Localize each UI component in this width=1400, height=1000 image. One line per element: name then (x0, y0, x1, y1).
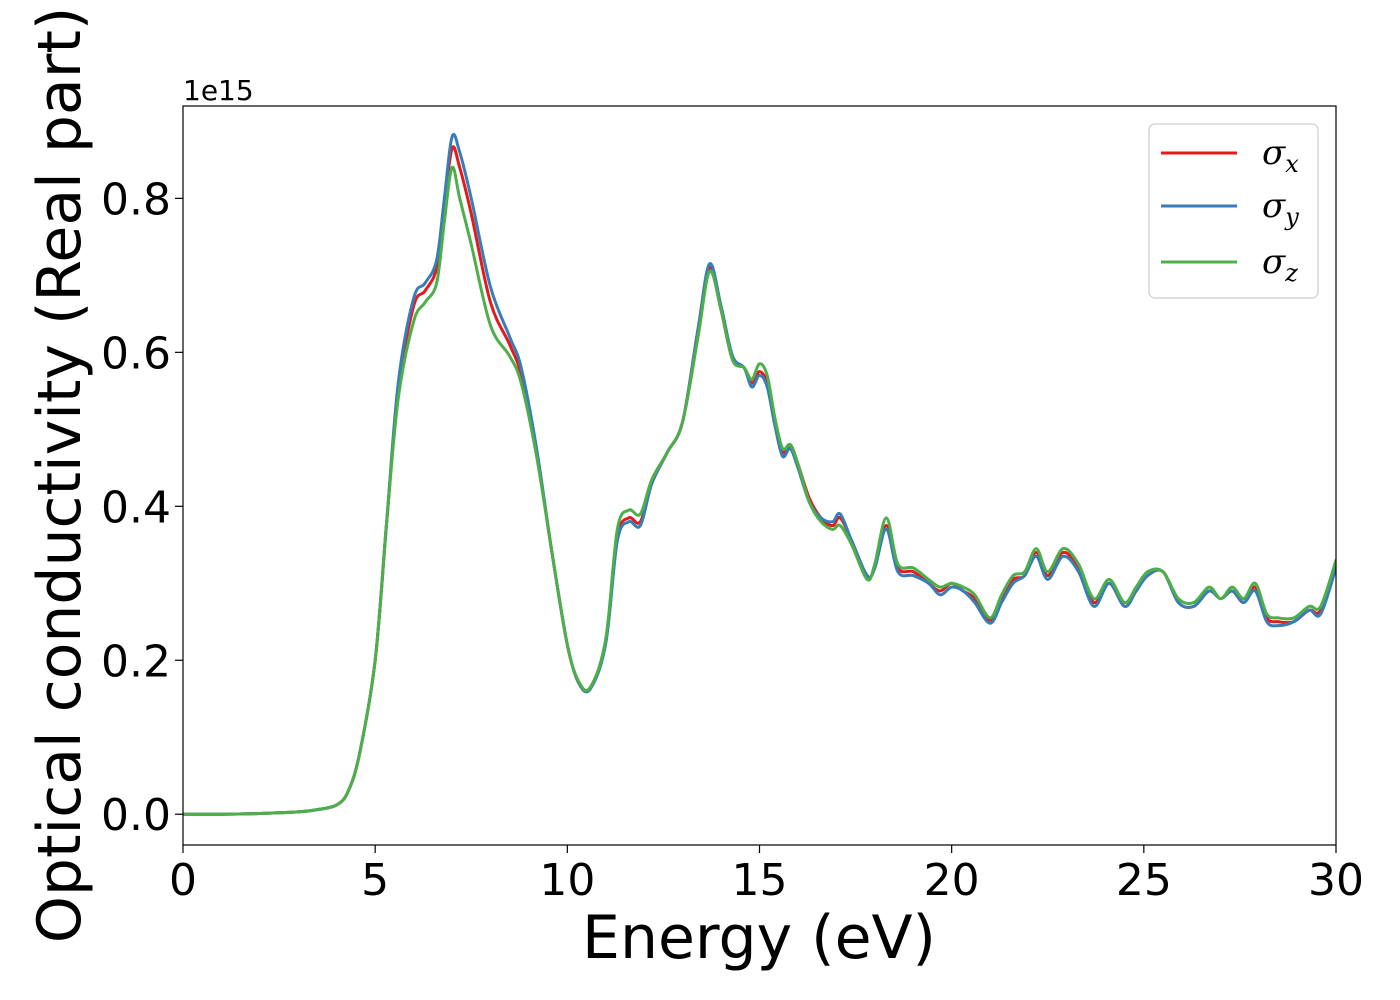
x-axis-ticks: 0 5 10 15 20 25 30 (169, 845, 1364, 906)
x-tick-label: 0 (169, 855, 197, 906)
series-line-sigma-y (183, 133, 1336, 816)
series-layer (183, 133, 1336, 816)
x-tick-label: 30 (1308, 855, 1364, 906)
y-tick-label: 0.2 (101, 636, 171, 687)
legend-frame (1148, 123, 1319, 299)
y-tick-label: 0.0 (101, 790, 171, 841)
legend: σx σy σz (1148, 123, 1319, 299)
x-axis-label: Energy (eV) (582, 903, 936, 973)
legend-label-sigma-y: σy (1262, 186, 1299, 231)
legend-item-sigma-z: σz (1161, 242, 1298, 287)
x-tick-label: 15 (732, 855, 788, 906)
x-tick-label: 10 (539, 855, 595, 906)
y-tick-label: 0.6 (101, 328, 171, 379)
y-axis-ticks: 0.0 0.2 0.4 0.6 0.8 (101, 174, 183, 841)
plot-area (182, 105, 1337, 846)
legend-item-sigma-y: σy (1161, 186, 1299, 231)
legend-label-sigma-x: σx (1262, 133, 1299, 178)
x-tick-label: 5 (361, 855, 389, 906)
y-tick-label: 0.8 (101, 174, 171, 225)
legend-item-sigma-x: σx (1161, 133, 1299, 178)
x-tick-label: 20 (924, 855, 980, 906)
y-tick-label: 0.4 (101, 482, 171, 533)
legend-label-sigma-z: σz (1262, 242, 1298, 287)
y-offset-label: 1e15 (183, 74, 254, 107)
x-tick-label: 25 (1116, 855, 1172, 906)
y-axis-label: Optical conductivity (Real part) (25, 7, 95, 944)
series-line-sigma-z (183, 165, 1336, 816)
